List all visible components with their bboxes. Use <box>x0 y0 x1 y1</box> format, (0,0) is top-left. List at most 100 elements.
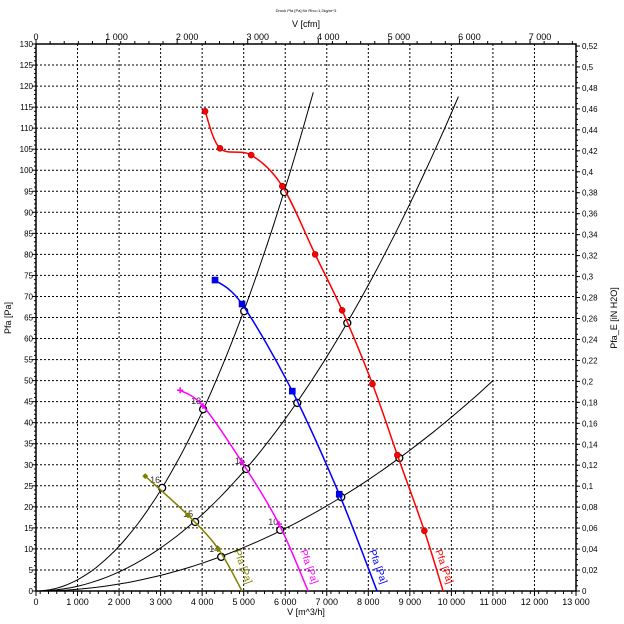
fan-curve <box>214 279 378 592</box>
data-marker <box>338 307 346 314</box>
y-tick-label: 25 <box>24 482 33 491</box>
data-marker <box>369 380 376 388</box>
operating-point-label: 11 <box>235 456 244 466</box>
y2-tick-label: 0,18 <box>582 398 598 407</box>
y2-tick-label: 0,32 <box>582 252 598 261</box>
y-tick-label: 85 <box>24 229 33 238</box>
left-axis-label: Pfa [Pa] <box>3 302 13 334</box>
data-marker <box>311 251 319 258</box>
x-tick-label: 7 000 <box>316 597 339 607</box>
y-tick-label: 125 <box>20 61 34 70</box>
y-tick-label: 60 <box>24 335 33 344</box>
fan-curve-label: Pfa [Pa] <box>297 548 320 585</box>
x-tick-label: 1 000 <box>66 597 89 607</box>
top-axis-label: V [cfm] <box>292 19 320 29</box>
y2-tick-label: 0,52 <box>582 42 598 51</box>
x2-tick-label: 0 <box>33 32 38 42</box>
data-marker <box>142 473 149 480</box>
y-tick-label: 90 <box>24 208 33 217</box>
x-tick-label: 5 000 <box>232 597 255 607</box>
y2-tick-label: 0,42 <box>582 147 598 156</box>
system-curves: 161315111410 <box>35 92 494 592</box>
data-marker <box>421 527 428 535</box>
data-marker <box>239 459 246 466</box>
data-marker <box>201 108 209 115</box>
data-marker <box>216 145 224 152</box>
system-curve <box>35 379 494 592</box>
operating-point-label: 14 <box>209 544 219 554</box>
y-tick-label: 0 <box>29 587 34 596</box>
operating-point-label: 10 <box>268 517 278 527</box>
y2-tick-label: 0,06 <box>582 524 598 533</box>
data-marker <box>199 402 206 409</box>
data-marker <box>177 387 184 394</box>
y-tick-label: 5 <box>29 566 34 575</box>
system-curve <box>35 92 314 592</box>
fan-curve-label: Pfa [Pa] <box>366 548 389 585</box>
y2-tick-label: 0,5 <box>582 63 594 72</box>
y2-tick-label: 0,08 <box>582 503 598 512</box>
y-tick-label: 40 <box>24 419 33 428</box>
y-tick-label: 130 <box>20 40 34 49</box>
x-tick-label: 11 000 <box>479 597 506 607</box>
y-tick-label: 100 <box>20 166 34 175</box>
y-tick-label: 95 <box>24 187 33 196</box>
y-tick-label: 120 <box>20 82 34 91</box>
y-tick-label: 10 <box>24 545 33 554</box>
y-tick-label: 35 <box>24 440 33 449</box>
right-axis-label: Pfa_E [iN H2O] <box>609 287 619 349</box>
fan-curve-label: Pfa [Pa] <box>231 548 254 585</box>
x2-tick-label: 5 000 <box>388 32 411 42</box>
chart-title: Druck Pfa [Pa] für Rho=1,2kg/m^3 <box>276 8 337 13</box>
y2-tick-label: 0,26 <box>582 314 598 323</box>
plot-frame <box>35 43 577 592</box>
y-tick-label: 20 <box>24 503 33 512</box>
x-tick-label: 8 000 <box>357 597 380 607</box>
y-tick-label: 15 <box>24 524 33 533</box>
y2-tick-label: 0,36 <box>582 210 598 219</box>
system-curve <box>35 96 459 592</box>
operating-point-label: 16 <box>150 475 160 485</box>
x-tick-label: 10 000 <box>438 597 466 607</box>
data-marker <box>279 182 286 190</box>
y2-tick-label: 0,22 <box>582 356 598 365</box>
y2-tick-label: 0,44 <box>582 126 598 135</box>
y-tick-label: 30 <box>24 461 33 470</box>
x-tick-label: 3 000 <box>149 597 172 607</box>
x2-tick-label: 7 000 <box>529 32 552 42</box>
x-tick-label: 6 000 <box>274 597 297 607</box>
axes: 0 1 000 2 000 3 000 4 000 5 000 6 000 7 000 8 00… <box>20 32 598 607</box>
y2-tick-label: 0,16 <box>582 419 598 428</box>
data-marker <box>276 521 282 528</box>
x2-tick-label: 4 000 <box>317 32 340 42</box>
x2-tick-label: 2 000 <box>176 32 199 42</box>
y-tick-label: 80 <box>24 250 33 259</box>
y2-tick-label: 0,3 <box>582 273 594 282</box>
operating-point-label: 13 <box>191 396 201 406</box>
x-tick-label: 2 000 <box>108 597 131 607</box>
y2-tick-label: 0,28 <box>582 294 598 303</box>
data-marker <box>215 545 222 552</box>
y-tick-label: 55 <box>24 356 33 365</box>
data-marker <box>288 387 296 395</box>
y2-tick-label: 0,14 <box>582 440 598 449</box>
y2-tick-label: 0,24 <box>582 335 598 344</box>
y-tick-label: 110 <box>20 124 33 133</box>
data-marker <box>394 451 401 459</box>
y2-tick-label: 0,38 <box>582 189 598 198</box>
y2-tick-label: 0,4 <box>582 168 594 177</box>
x-tick-label: 13 000 <box>562 597 590 607</box>
data-marker <box>238 300 246 308</box>
x-tick-label: 0 <box>33 597 38 607</box>
grid <box>36 44 576 591</box>
x-tick-label: 9 000 <box>399 597 422 607</box>
y-tick-label: 50 <box>24 377 33 386</box>
y-tick-label: 115 <box>20 103 33 112</box>
fan-curve <box>144 475 243 592</box>
fan-curve <box>204 111 444 592</box>
data-marker <box>335 490 343 498</box>
y-tick-label: 70 <box>24 292 33 301</box>
y2-tick-label: 0,02 <box>582 566 598 575</box>
x2-tick-label: 3 000 <box>246 32 269 42</box>
